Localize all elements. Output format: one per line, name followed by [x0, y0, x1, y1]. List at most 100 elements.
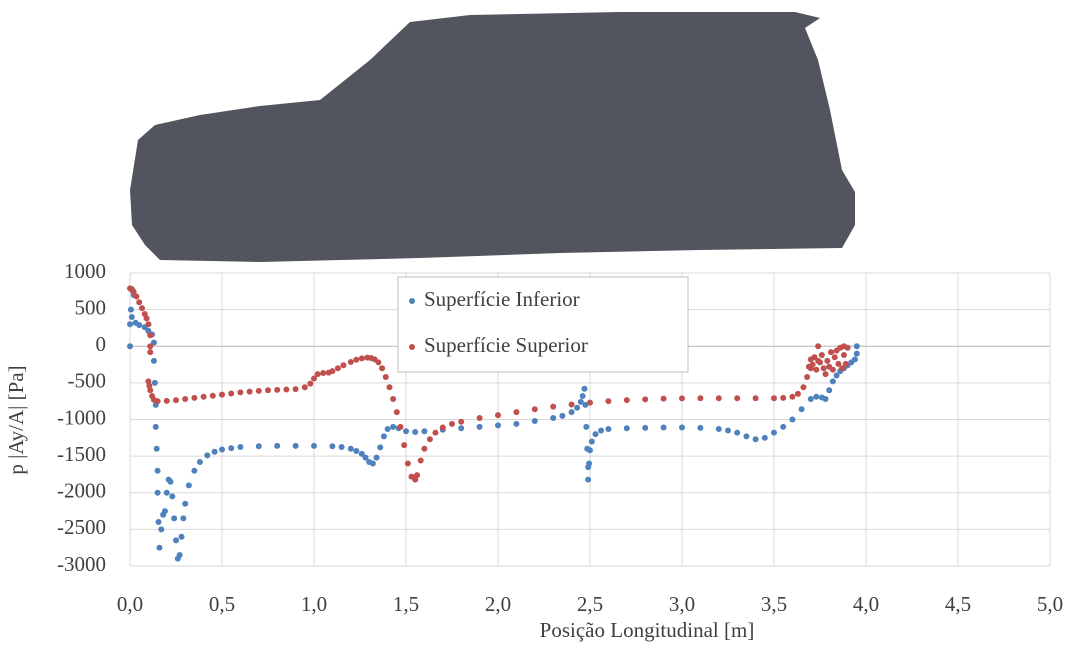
- point: [598, 427, 605, 434]
- point: [185, 482, 192, 489]
- point: [377, 444, 384, 451]
- point: [605, 398, 612, 405]
- point: [697, 395, 704, 402]
- point: [531, 406, 538, 413]
- point: [829, 366, 836, 373]
- point: [147, 349, 154, 356]
- point: [211, 448, 218, 455]
- point: [815, 343, 822, 350]
- point: [780, 423, 787, 430]
- point: [623, 397, 630, 404]
- point: [191, 394, 198, 401]
- x-axis-label: Posição Longitudinal [m]: [540, 618, 755, 642]
- x-tick-label: 2,5: [577, 592, 603, 616]
- point: [844, 344, 851, 351]
- point: [209, 392, 216, 399]
- point: [820, 365, 827, 372]
- y-tick-label: -500: [68, 369, 107, 393]
- point: [404, 460, 411, 467]
- point: [798, 406, 805, 413]
- x-tick-label: 3,0: [669, 592, 695, 616]
- legend-label: Superfície Inferior: [424, 287, 580, 311]
- point: [178, 533, 185, 540]
- point: [426, 436, 433, 443]
- series: [127, 285, 851, 483]
- point: [789, 416, 796, 423]
- point: [347, 445, 354, 452]
- point: [853, 350, 860, 357]
- point: [577, 398, 584, 405]
- point: [853, 343, 860, 350]
- point: [734, 429, 741, 436]
- legend-box: [397, 276, 689, 373]
- point: [373, 454, 380, 461]
- point: [133, 293, 140, 300]
- point: [228, 445, 235, 452]
- legend-marker: [409, 298, 415, 304]
- point: [358, 355, 365, 362]
- point: [204, 452, 211, 459]
- legend: Superfície Inferior Superfície Superior: [397, 276, 689, 373]
- point: [169, 493, 176, 500]
- point: [587, 399, 593, 406]
- point: [734, 395, 741, 402]
- point: [329, 443, 336, 450]
- point: [809, 361, 816, 368]
- point: [583, 423, 590, 430]
- point: [817, 359, 823, 366]
- point: [163, 397, 170, 404]
- x-tick-label: 0,0: [117, 592, 143, 616]
- point: [513, 409, 520, 416]
- point: [715, 426, 722, 433]
- point: [585, 476, 592, 483]
- point: [150, 339, 157, 346]
- point: [334, 365, 341, 372]
- point: [311, 442, 317, 449]
- point: [127, 306, 134, 313]
- point: [839, 365, 846, 372]
- point: [458, 418, 465, 425]
- point: [851, 356, 858, 363]
- point: [831, 354, 838, 361]
- point: [358, 450, 365, 457]
- point: [340, 362, 347, 369]
- point: [414, 472, 421, 479]
- point: [574, 404, 581, 411]
- point: [155, 519, 162, 526]
- point: [154, 398, 161, 405]
- point: [145, 321, 152, 328]
- point: [743, 433, 750, 440]
- point: [449, 420, 455, 427]
- point: [200, 393, 207, 400]
- point: [154, 489, 161, 496]
- point: [143, 315, 150, 322]
- point: [128, 313, 135, 320]
- point: [167, 478, 174, 485]
- point: [800, 384, 807, 391]
- point: [283, 386, 290, 393]
- point: [559, 412, 566, 419]
- point: [401, 442, 408, 449]
- point: [301, 384, 308, 391]
- point: [476, 415, 483, 422]
- point: [161, 508, 168, 515]
- point: [829, 378, 836, 385]
- point: [136, 299, 143, 306]
- point: [147, 343, 154, 350]
- point: [642, 424, 649, 431]
- point: [789, 393, 796, 400]
- y-tick-label: -1000: [57, 405, 106, 429]
- point: [581, 385, 588, 392]
- point: [582, 401, 589, 408]
- point: [623, 425, 630, 432]
- point: [393, 409, 400, 416]
- point: [592, 431, 599, 438]
- y-tick-label: 0: [96, 332, 107, 356]
- x-tick-label: 3,5: [761, 592, 787, 616]
- point: [329, 368, 336, 375]
- point: [605, 426, 612, 433]
- point: [476, 423, 483, 430]
- point: [191, 467, 198, 474]
- x-tick-label: 2,0: [485, 592, 511, 616]
- point: [150, 357, 157, 364]
